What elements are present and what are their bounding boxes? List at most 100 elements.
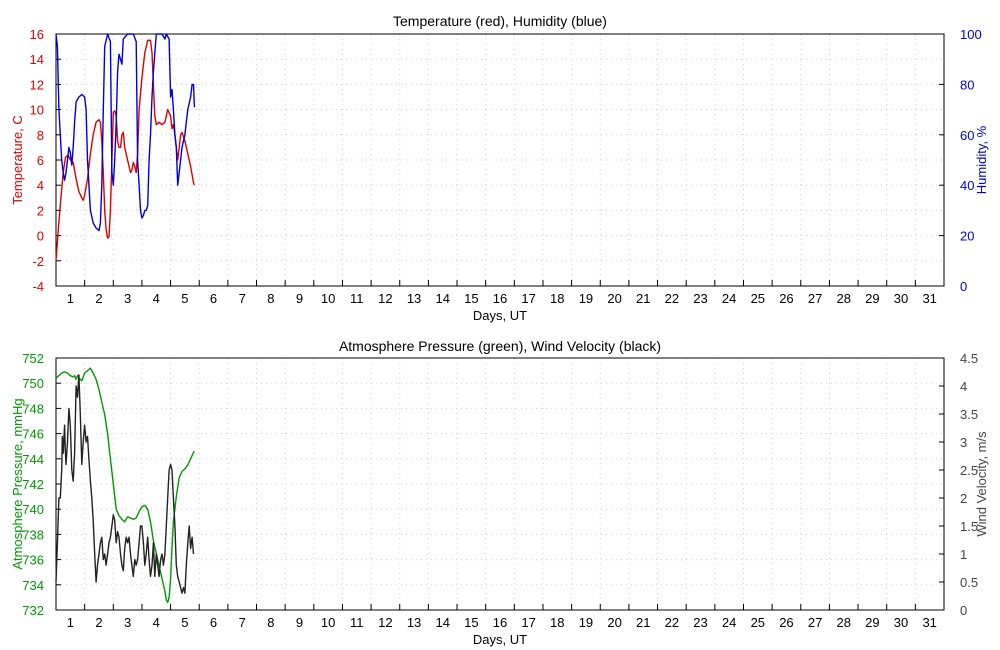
y-left-tick-label: 6: [37, 153, 44, 168]
x-tick-label: 19: [579, 291, 593, 306]
x-tick-label: 20: [607, 615, 621, 630]
x-tick-label: 18: [550, 291, 564, 306]
x-tick-label: 8: [267, 615, 274, 630]
chart-panel-1: Temperature (red), Humidity (blue) 1 2 3 4 5 6…: [10, 13, 989, 323]
y-left-tick-label: 750: [22, 376, 44, 391]
x-tick-label: 26: [779, 291, 793, 306]
x-tick-label: 13: [407, 291, 421, 306]
y-left-tick-label: 744: [22, 452, 44, 467]
y-left-axis-label: Temperature, C: [10, 115, 25, 205]
x-tick-label: 1: [67, 615, 74, 630]
x-tick-label: 5: [181, 615, 188, 630]
y-axis-right: 0 20 40 60 80 100 Humidity, %: [939, 27, 989, 294]
y-axis-left: -4 -2 0 2 4 6 8 10 12 14 16 Temperature, C: [10, 27, 61, 294]
y-right-tick-label: 1.5: [960, 519, 978, 534]
x-tick-label: 24: [722, 615, 736, 630]
chart-title: Temperature (red), Humidity (blue): [393, 13, 607, 29]
y-right-tick-label: 4: [960, 379, 967, 394]
x-tick-label: 8: [267, 291, 274, 306]
x-tick-label: 24: [722, 291, 736, 306]
x-tick-label: 15: [464, 291, 478, 306]
y-right-tick-label: 3.5: [960, 407, 978, 422]
x-tick-label: 16: [493, 615, 507, 630]
y-right-tick-label: 100: [960, 27, 982, 42]
x-tick-label: 7: [239, 291, 246, 306]
y-axis-right: 0 0.5 1 1.5 2 2.5 3 3.5 4 4.5 Wind Velocity, m/s: [939, 351, 989, 618]
series-line-1-left: [55, 39, 196, 261]
y-left-tick-label: 0: [37, 229, 44, 244]
x-tick-label: 23: [693, 615, 707, 630]
y-right-tick-label: 40: [960, 178, 974, 193]
x-tick-label: 2: [95, 291, 102, 306]
y-left-tick-label: 4: [37, 178, 44, 193]
y-right-tick-label: 2: [960, 491, 967, 506]
grid: [56, 357, 944, 611]
y-right-tick-label: 3: [960, 435, 967, 450]
x-tick-label: 12: [378, 291, 392, 306]
x-tick-label: 12: [378, 615, 392, 630]
y-left-tick-label: 732: [22, 603, 44, 618]
x-tick-label: 23: [693, 291, 707, 306]
x-tick-label: 4: [153, 291, 160, 306]
x-tick-label: 25: [751, 291, 765, 306]
x-tick-label: 7: [239, 615, 246, 630]
x-tick-label: 6: [210, 291, 217, 306]
x-tick-label: 30: [894, 291, 908, 306]
x-tick-label: 11: [350, 291, 364, 306]
y-left-tick-label: 742: [22, 477, 44, 492]
x-tick-label: 3: [124, 291, 131, 306]
y-axis-left: 732 734 736 738 740 742 744 746 748 750 752 Atmosph…: [10, 351, 61, 618]
y-right-tick-label: 80: [960, 77, 974, 92]
x-tick-label: 18: [550, 615, 564, 630]
x-tick-label: 6: [210, 615, 217, 630]
x-tick-label: 16: [493, 291, 507, 306]
y-left-tick-label: 8: [37, 128, 44, 143]
x-tick-label: 31: [922, 291, 936, 306]
series-line-2-right: [55, 374, 195, 594]
x-tick-label: 4: [153, 615, 160, 630]
x-tick-label: 29: [865, 291, 879, 306]
series-line-2-right: [55, 33, 196, 232]
x-tick-label: 28: [837, 291, 851, 306]
x-axis-label: Days, UT: [473, 632, 527, 647]
y-left-tick-label: 738: [22, 527, 44, 542]
y-right-tick-label: 60: [960, 128, 974, 143]
x-tick-label: 29: [865, 615, 879, 630]
x-tick-label: 28: [837, 615, 851, 630]
x-tick-label: 3: [124, 615, 131, 630]
x-tick-label: 19: [579, 615, 593, 630]
x-tick-label: 25: [751, 615, 765, 630]
y-right-tick-label: 0: [960, 279, 967, 294]
x-axis-label: Days, UT: [473, 308, 527, 323]
x-tick-label: 22: [665, 291, 679, 306]
x-tick-label: 17: [521, 615, 535, 630]
y-right-tick-label: 4.5: [960, 351, 978, 366]
y-left-tick-label: 2: [37, 203, 44, 218]
y-left-tick-label: -2: [32, 254, 44, 269]
y-left-tick-label: -4: [32, 279, 44, 294]
y-left-tick-label: 748: [22, 401, 44, 416]
x-tick-label: 26: [779, 615, 793, 630]
x-tick-label: 27: [808, 615, 822, 630]
y-left-tick-label: 16: [30, 27, 44, 42]
x-tick-label: 22: [665, 615, 679, 630]
x-tick-label: 21: [636, 291, 650, 306]
x-tick-label: 14: [435, 615, 449, 630]
x-tick-label: 10: [321, 291, 335, 306]
x-tick-label: 5: [181, 291, 188, 306]
x-tick-label: 9: [296, 615, 303, 630]
y-left-tick-label: 10: [30, 103, 44, 118]
y-left-axis-label: Atmosphere Pressure, mmHg: [10, 398, 25, 569]
y-right-tick-label: 2.5: [960, 463, 978, 478]
plot-frame: [55, 357, 945, 611]
y-right-axis-label: Wind Velocity, m/s: [974, 431, 989, 537]
y-left-tick-label: 736: [22, 553, 44, 568]
series-line-1-left: [55, 367, 195, 604]
x-tick-label: 14: [435, 291, 449, 306]
y-left-tick-label: 740: [22, 502, 44, 517]
y-left-tick-label: 14: [30, 52, 44, 67]
x-tick-label: 9: [296, 291, 303, 306]
chart-panel-2: Atmosphere Pressure (green), Wind Veloci…: [10, 338, 989, 647]
